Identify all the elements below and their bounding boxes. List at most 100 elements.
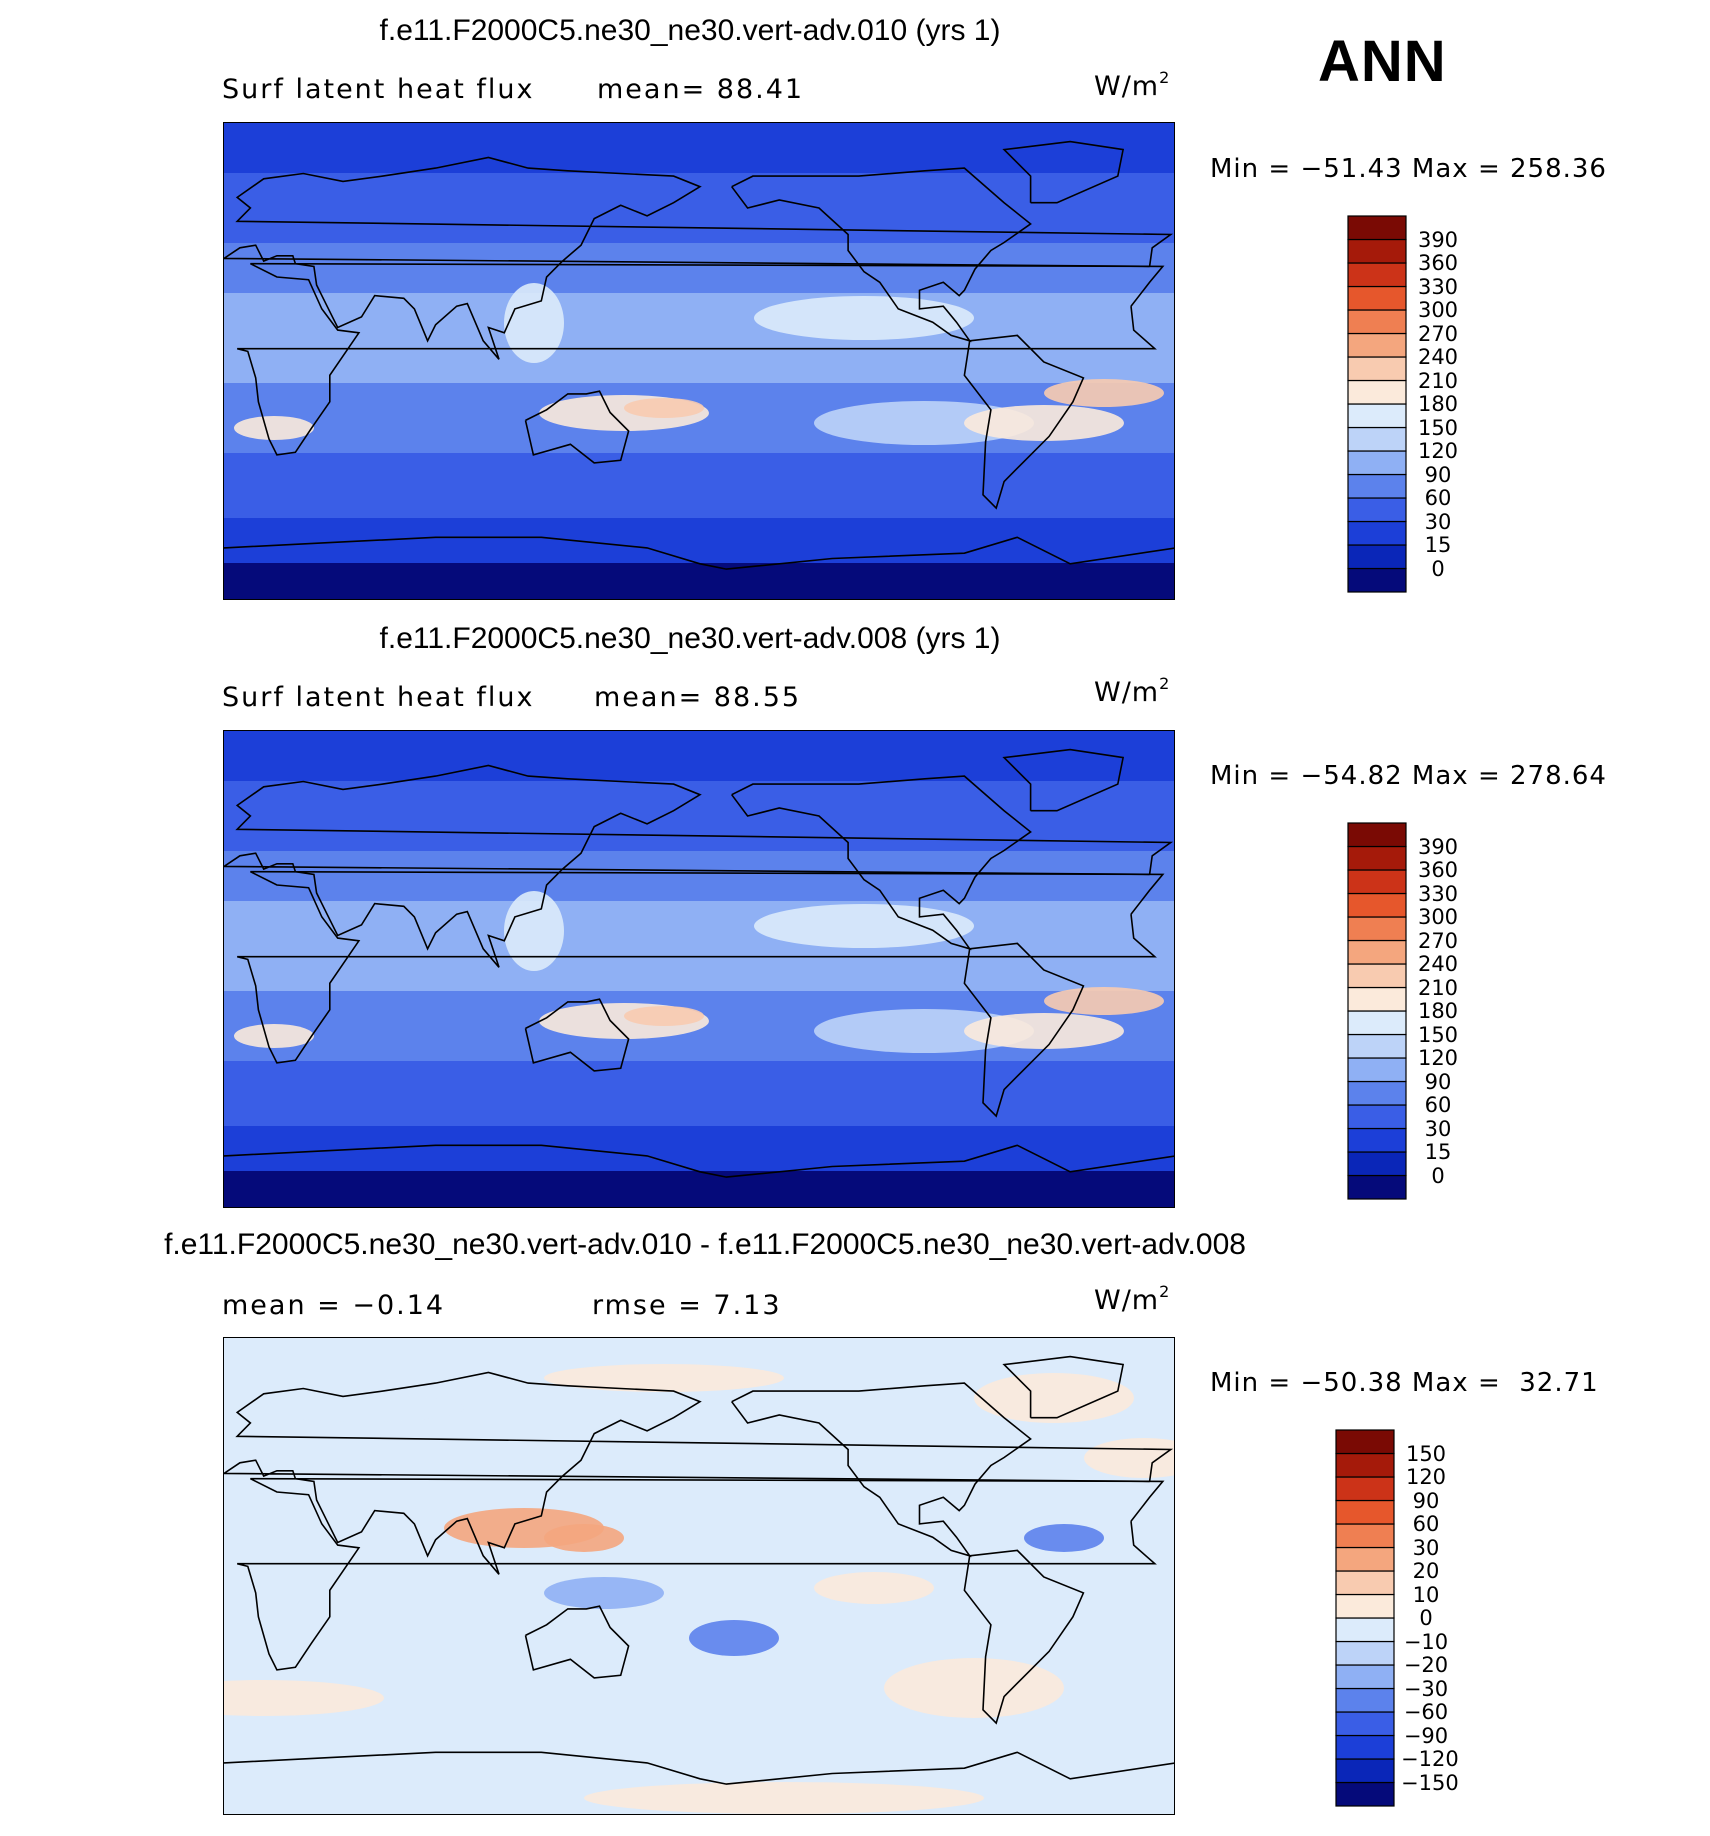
contour-map [223, 730, 1175, 1208]
contour-band [224, 563, 1174, 599]
coastline [524, 390, 630, 464]
colorbar-swatch [1347, 822, 1407, 848]
contour-region [1044, 987, 1164, 1015]
contour-band [224, 901, 1174, 991]
colorbar-swatch [1335, 1452, 1395, 1478]
coastline [1002, 1355, 1125, 1419]
coastline [524, 1605, 630, 1679]
contour-region [964, 405, 1124, 441]
coastline [731, 167, 1032, 343]
colorbar-tick-label: −150 [1401, 1770, 1459, 1795]
colorbar-tick-label: 270 [1417, 321, 1459, 346]
colorbar: 0 15 30 60 90 120 150 180 210 240 270 300 330 360 390 [1347, 215, 1458, 593]
colorbar-svg [1347, 822, 1407, 1200]
colorbar: 0 15 30 60 90 120 150 180 210 240 270 300 330 360 390 [1347, 822, 1458, 1200]
colorbar-swatch [1347, 262, 1407, 288]
colorbar-swatch [1347, 215, 1407, 241]
colorbar-tick-label: 150 [1405, 1441, 1447, 1466]
colorbar-swatch [1347, 892, 1407, 918]
coastline [524, 998, 630, 1072]
colorbar-tick-label: 210 [1417, 975, 1459, 1000]
contour-region [884, 1658, 1064, 1718]
colorbar-tick-label: 180 [1417, 392, 1459, 416]
units-label: W/m2 [1094, 1282, 1171, 1316]
coastline [224, 1751, 1174, 1785]
colorbar-tick-label: 20 [1412, 1559, 1440, 1583]
contour-region [964, 1013, 1124, 1049]
colorbar-tick-label: 180 [1417, 999, 1459, 1023]
colorbar-tick-label: 360 [1417, 251, 1459, 275]
colorbar-tick-label: 150 [1417, 1022, 1459, 1047]
contour-region [544, 1577, 664, 1609]
colorbar-swatch [1347, 544, 1407, 570]
contour-band [224, 293, 1174, 383]
contour-region [224, 1680, 384, 1716]
colorbar-swatch [1347, 1151, 1407, 1177]
colorbar-swatch [1335, 1570, 1395, 1596]
colorbar-swatch [1347, 1057, 1407, 1083]
colorbar-tick-label: 30 [1424, 1116, 1452, 1141]
coastline [237, 262, 1165, 456]
contour-band [224, 1061, 1174, 1126]
contour-band [224, 781, 1174, 851]
colorbar-swatch [1335, 1499, 1395, 1525]
contour-region [584, 1782, 984, 1814]
colorbar-tick-label: 15 [1424, 1140, 1452, 1164]
colorbar-tick-label: 120 [1417, 1046, 1459, 1070]
colorbar-swatch [1347, 497, 1407, 523]
colorbar: −150 −120 −90 −60 −30 −20 −10 0 10 20 30 60 90 120 150 [1335, 1429, 1459, 1807]
colorbar-tick-label: 15 [1424, 533, 1452, 557]
colorbar-swatch [1347, 1080, 1407, 1106]
contour-region [234, 416, 314, 440]
colorbar-tick-label: 300 [1417, 298, 1459, 322]
panel-title: f.e11.F2000C5.ne30_ne30.vert-adv.008 (yr… [379, 622, 1001, 655]
min-max-label: Min = −54.82 Max = 278.64 [1210, 761, 1607, 791]
contour-region [624, 1006, 704, 1026]
colorbar-swatch [1347, 845, 1407, 871]
contour-region [1024, 1524, 1104, 1552]
colorbar-swatch [1335, 1781, 1395, 1807]
colorbar-tick-label: 390 [1417, 227, 1459, 252]
colorbar-swatch [1335, 1617, 1395, 1643]
colorbar-swatch [1335, 1593, 1395, 1619]
colorbar-tick-label: 210 [1417, 368, 1459, 393]
coastline [731, 1382, 1032, 1558]
colorbar-tick-label: −30 [1403, 1676, 1449, 1701]
colorbar-swatch [1335, 1546, 1395, 1572]
contour-region [814, 401, 1034, 445]
colorbar-tick-label: −60 [1403, 1700, 1449, 1724]
mean-label: mean = −0.14 [222, 1290, 446, 1321]
colorbar-swatch [1347, 520, 1407, 546]
coastline [224, 1144, 1174, 1178]
coastline [963, 942, 1085, 1118]
colorbar-tick-label: 300 [1417, 905, 1459, 929]
colorbar-swatch [1347, 1127, 1407, 1153]
coastline [224, 1371, 1174, 1575]
colorbar-tick-label: 120 [1417, 439, 1459, 463]
colorbar-tick-label: 360 [1417, 858, 1459, 882]
colorbar-swatch [1335, 1429, 1395, 1455]
colorbar-tick-label: −20 [1403, 1653, 1449, 1677]
colorbar-tick-label: 60 [1424, 1093, 1452, 1117]
colorbar-tick-label: −10 [1403, 1629, 1449, 1654]
contour-region [754, 296, 974, 340]
contour-region [264, 1394, 464, 1422]
coastline [224, 536, 1174, 570]
contour-band [224, 851, 1174, 901]
colorbar-swatch [1347, 238, 1407, 264]
colorbar-swatch [1335, 1476, 1395, 1502]
coastline [963, 334, 1085, 510]
colorbar-tick-label: −120 [1401, 1747, 1459, 1771]
colorbar-swatch [1347, 1104, 1407, 1130]
colorbar-tick-label: −90 [1403, 1723, 1449, 1748]
colorbar-tick-label: 30 [1424, 509, 1452, 534]
contour-region [504, 283, 564, 363]
colorbar-swatch [1347, 916, 1407, 942]
contour-region [544, 1364, 784, 1392]
mean-label: mean= 88.41 [597, 74, 805, 105]
colorbar-swatch [1347, 1033, 1407, 1059]
colorbar-tick-label: 330 [1417, 881, 1459, 906]
colorbar-tick-label: 120 [1405, 1465, 1447, 1489]
colorbar-swatch [1347, 356, 1407, 382]
contour-region [754, 904, 974, 948]
